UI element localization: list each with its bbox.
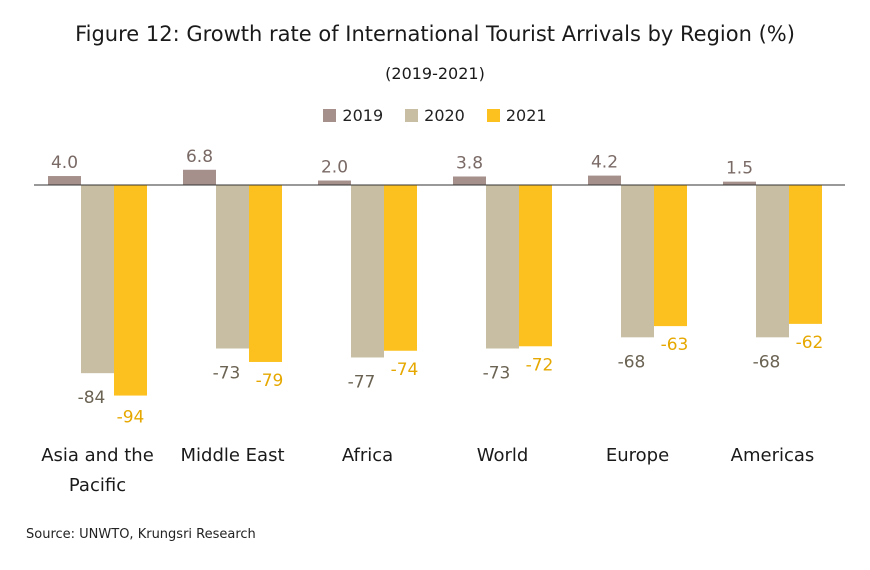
data-label-2021-2: -74 [391,360,419,380]
bar-2020-0 [81,185,114,374]
legend-label-2020: 2020 [424,106,465,125]
data-label-2019-4: 4.2 [591,153,618,173]
data-label-2021-3: -72 [526,355,554,375]
bar-2019-1 [183,169,216,185]
category-label-line: World [477,445,529,466]
category-label-1: Middle East [180,445,284,466]
chart-title: Figure 12: Growth rate of International … [75,22,795,46]
category-label-3: World [477,445,529,466]
data-label-2020-2: -77 [348,372,376,392]
data-label-2021-1: -79 [256,371,284,391]
category-label-5: Americas [731,445,815,466]
bar-2019-2 [318,180,351,185]
legend-label-2019: 2019 [342,106,384,125]
bar-2020-3 [486,185,519,349]
legend-item-2019: 2019 [323,106,383,125]
bar-2019-3 [453,176,486,185]
bar-2021-4 [654,185,687,327]
bar-2020-5 [756,185,789,338]
data-label-2020-3: -73 [483,364,511,384]
legend-label-2021: 2021 [505,106,547,125]
bar-2021-3 [519,185,552,347]
bar-2019-0 [48,176,81,185]
legend: 2019 2020 2021 [0,106,870,125]
data-label-2020-4: -68 [618,352,646,372]
bar-2021-1 [249,185,282,362]
category-label-line: Americas [731,445,815,466]
category-label-line: Pacific [69,475,126,496]
category-label-0: Asia and the Pacific [41,445,154,496]
bar-2020-1 [216,185,249,349]
data-label-2021-5: -62 [796,333,824,353]
data-label-2020-1: -73 [213,364,241,384]
data-label-2019-2: 2.0 [321,158,348,178]
legend-swatch-2019 [323,109,337,122]
bar-2019-4 [588,175,621,185]
bar-2020-4 [621,185,654,338]
category-label-line: Middle East [180,445,284,466]
bar-2019-5 [723,181,756,185]
data-label-2020-0: -84 [78,388,106,408]
data-label-2019-5: 1.5 [726,159,753,179]
bar-2021-5 [789,185,822,324]
chart-subtitle: (2019-2021) [385,64,485,83]
category-label-4: Europe [606,445,669,466]
data-label-2020-5: -68 [753,352,781,372]
category-label-line: Africa [342,445,393,466]
legend-item-2021: 2021 [486,106,547,125]
category-label-line: Asia and the [41,445,154,466]
category-label-line: Europe [606,445,669,466]
data-label-2021-4: -63 [661,335,689,355]
category-label-2: Africa [342,445,393,466]
legend-swatch-2020 [405,109,419,122]
bar-2021-0 [114,185,147,396]
data-label-2019-3: 3.8 [456,153,483,173]
legend-item-2020: 2020 [405,106,465,125]
source-note: Source: UNWTO, Krungsri Research [26,527,256,542]
bar-2020-2 [351,185,384,358]
legend-swatch-2021 [486,109,500,122]
bar-2021-2 [384,185,417,351]
data-label-2021-0: -94 [117,408,145,428]
data-label-2019-1: 6.8 [186,147,213,167]
data-label-2019-0: 4.0 [51,153,78,173]
